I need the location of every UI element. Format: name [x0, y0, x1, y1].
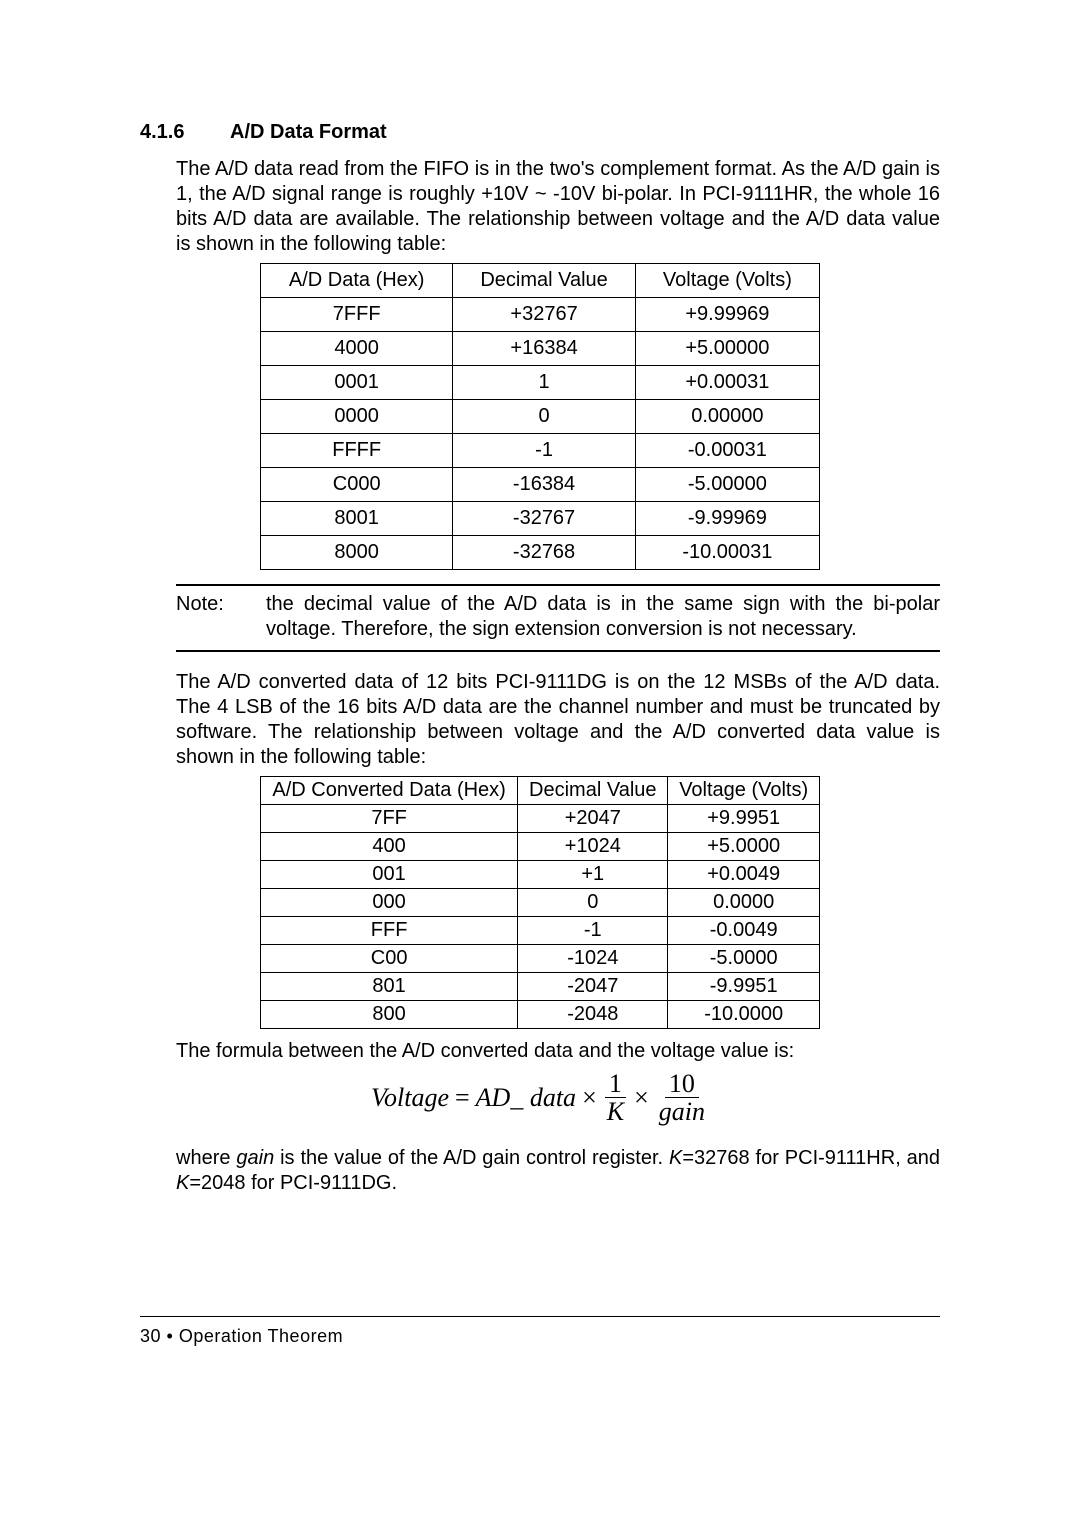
table-12bit: A/D Converted Data (Hex) Decimal Value V…: [260, 776, 820, 1029]
table-row: FFF-1-0.0049: [261, 917, 820, 945]
table-row: 8000-32768-10.00031: [261, 536, 820, 570]
voltage-formula: Voltage = AD_ data × 1 K × 10 gain: [140, 1070, 940, 1126]
table-row: 000000.00000: [261, 400, 820, 434]
note-block: Note: the decimal value of the A/D data …: [176, 584, 940, 652]
col-header: Decimal Value: [453, 264, 635, 298]
section-heading: 4.1.6 A/D Data Format: [140, 120, 940, 145]
times-sign: ×: [634, 1082, 649, 1115]
paragraph-1: The A/D data read from the FIFO is in th…: [140, 157, 940, 257]
equals-sign: =: [455, 1082, 470, 1115]
section-title: A/D Data Format: [230, 120, 387, 145]
table-row: 800-2048-10.0000: [261, 1001, 820, 1029]
table-row: C00-1024-5.0000: [261, 945, 820, 973]
table-row: 4000+16384+5.00000: [261, 332, 820, 366]
times-sign: ×: [582, 1082, 597, 1115]
table-16bit: A/D Data (Hex) Decimal Value Voltage (Vo…: [260, 263, 820, 570]
col-header: Voltage (Volts): [668, 777, 820, 805]
page-footer: 30 • Operation Theorem: [140, 1316, 940, 1348]
table-row: 001+1+0.0049: [261, 861, 820, 889]
table-row: C000-16384-5.00000: [261, 468, 820, 502]
table-row: A/D Converted Data (Hex) Decimal Value V…: [261, 777, 820, 805]
paragraph-3: The formula between the A/D converted da…: [140, 1039, 940, 1064]
table-row: 7FF+2047+9.9951: [261, 805, 820, 833]
fraction-1: 1 K: [603, 1070, 628, 1126]
formula-term: AD_ data: [476, 1082, 576, 1115]
table-row: 7FFF+32767+9.99969: [261, 298, 820, 332]
table-row: FFFF-1-0.00031: [261, 434, 820, 468]
col-header: A/D Converted Data (Hex): [261, 777, 518, 805]
col-header: A/D Data (Hex): [261, 264, 453, 298]
paragraph-2: The A/D converted data of 12 bits PCI-91…: [140, 670, 940, 770]
table-row: 801-2047-9.9951: [261, 973, 820, 1001]
table-row: 400+1024+5.0000: [261, 833, 820, 861]
table-row: A/D Data (Hex) Decimal Value Voltage (Vo…: [261, 264, 820, 298]
note-text: the decimal value of the A/D data is in …: [266, 592, 940, 642]
section-number: 4.1.6: [140, 120, 230, 145]
fraction-2: 10 gain: [655, 1070, 709, 1126]
col-header: Voltage (Volts): [635, 264, 819, 298]
formula-lhs: Voltage: [371, 1082, 449, 1115]
table-row: 8001-32767-9.99969: [261, 502, 820, 536]
table-row: 00011+0.00031: [261, 366, 820, 400]
col-header: Decimal Value: [518, 777, 668, 805]
note-label: Note:: [176, 592, 266, 642]
where-clause: where gain is the value of the A/D gain …: [140, 1146, 940, 1196]
table-row: 00000.0000: [261, 889, 820, 917]
